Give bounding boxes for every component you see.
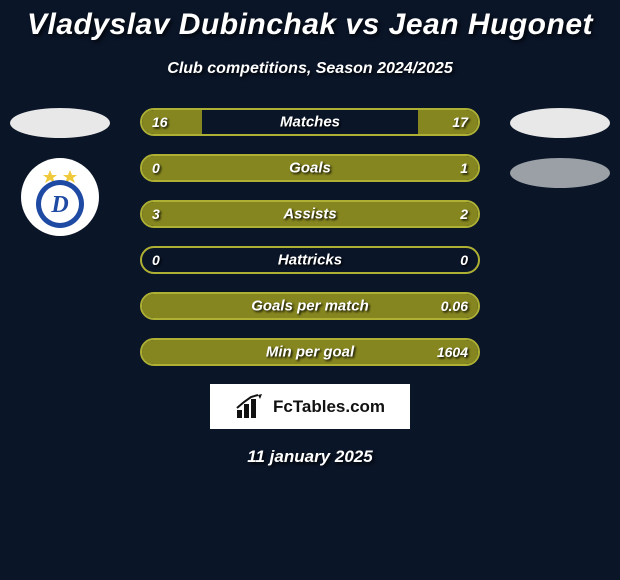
stat-row: 16 17 Matches [140, 108, 480, 136]
fctables-logo: FcTables.com [210, 384, 410, 429]
stat-value-left: 3 [152, 206, 160, 222]
bar-fill-right [344, 202, 478, 226]
stat-row: 3 2 Assists [140, 200, 480, 228]
stat-label: Matches [280, 114, 340, 131]
stat-value-right: 2 [460, 206, 468, 222]
stat-value-right: 0.06 [441, 298, 468, 314]
flag-right [510, 108, 610, 138]
stat-value-left: 16 [152, 114, 168, 130]
stat-value-left: 0 [152, 252, 160, 268]
comparison-area: D 16 17 Matches 0 1 Goals 3 2 Assists 0 0 Hattricks… [0, 108, 620, 366]
stat-label: Min per goal [266, 344, 354, 361]
svg-text:D: D [50, 192, 68, 218]
club-badge-right [510, 158, 610, 188]
club-badge-left: D [21, 158, 99, 236]
stat-row: 1604 Min per goal [140, 338, 480, 366]
stat-value-right: 1 [460, 160, 468, 176]
player-left-column: D [0, 108, 120, 236]
stat-label: Assists [283, 206, 336, 223]
page-title: Vladyslav Dubinchak vs Jean Hugonet [0, 0, 620, 42]
stat-value-right: 1604 [437, 344, 468, 360]
stat-label: Goals per match [251, 298, 369, 315]
club-crest-icon: D [25, 162, 95, 232]
logo-text: FcTables.com [273, 397, 385, 417]
stat-value-right: 17 [452, 114, 468, 130]
stat-value-left: 0 [152, 160, 160, 176]
subtitle: Club competitions, Season 2024/2025 [0, 60, 620, 78]
stat-label: Goals [289, 160, 331, 177]
flag-left [10, 108, 110, 138]
stat-bars: 16 17 Matches 0 1 Goals 3 2 Assists 0 0 Hattricks 0.… [140, 108, 480, 366]
date-label: 11 january 2025 [0, 447, 620, 467]
stat-row: 0 0 Hattricks [140, 246, 480, 274]
bar-fill-right [418, 110, 478, 134]
stat-row: 0 1 Goals [140, 154, 480, 182]
player-right-column [500, 108, 620, 188]
stat-row: 0.06 Goals per match [140, 292, 480, 320]
stat-value-right: 0 [460, 252, 468, 268]
bar-chart-icon [235, 394, 269, 420]
stat-label: Hattricks [278, 252, 342, 269]
